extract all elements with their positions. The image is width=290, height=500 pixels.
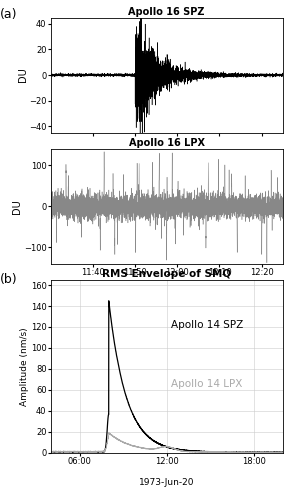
Text: 1973-Jun-20: 1973-Jun-20 bbox=[139, 478, 195, 488]
Y-axis label: Amplitude (nm/s): Amplitude (nm/s) bbox=[20, 327, 29, 406]
Y-axis label: DU: DU bbox=[18, 68, 28, 82]
Title: RMS Envelope of SMQ: RMS Envelope of SMQ bbox=[102, 269, 231, 279]
Text: Jun 26, 1974: Jun 26, 1974 bbox=[138, 300, 195, 310]
Title: Apollo 16 LPX: Apollo 16 LPX bbox=[129, 138, 205, 148]
Text: (b): (b) bbox=[0, 273, 17, 286]
Text: Apollo 14 SPZ: Apollo 14 SPZ bbox=[171, 320, 244, 330]
Text: Apollo 14 LPX: Apollo 14 LPX bbox=[171, 379, 243, 389]
Y-axis label: DU: DU bbox=[12, 199, 22, 214]
Title: Apollo 16 SPZ: Apollo 16 SPZ bbox=[128, 6, 205, 16]
Text: (a): (a) bbox=[0, 8, 17, 22]
